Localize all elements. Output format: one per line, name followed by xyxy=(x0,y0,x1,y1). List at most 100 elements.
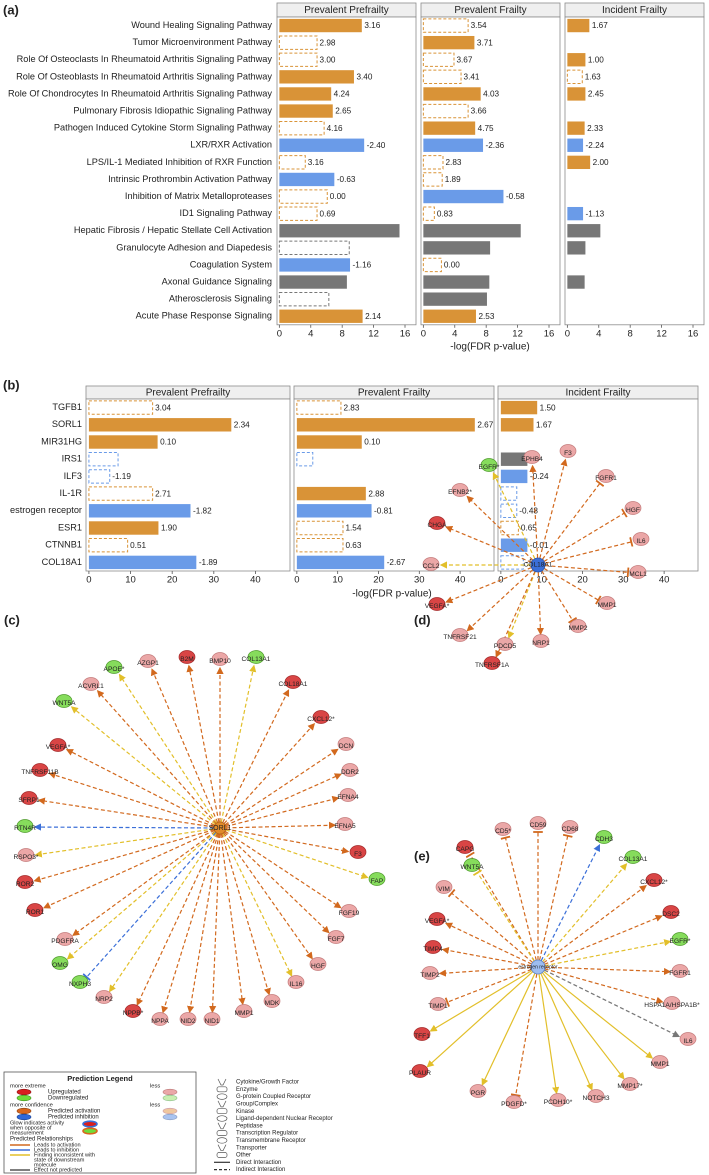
node xyxy=(621,1077,639,1091)
edge xyxy=(544,914,663,965)
bar xyxy=(423,309,476,323)
legend-swatch xyxy=(162,1113,178,1121)
edge xyxy=(223,831,330,934)
bar-label: 4.16 xyxy=(327,124,343,133)
node-label: DCN xyxy=(339,743,354,750)
bar xyxy=(296,400,342,415)
bar-label: 2.33 xyxy=(587,124,603,133)
edge xyxy=(37,797,215,828)
center-node xyxy=(530,557,546,573)
x-tick-label: 30 xyxy=(209,575,220,586)
bar xyxy=(567,275,585,289)
edge xyxy=(544,966,672,976)
bar xyxy=(423,87,481,101)
edge xyxy=(96,690,217,824)
legend-text: Predicted inhibition xyxy=(48,1115,99,1121)
node-label: PGR xyxy=(471,1090,486,1097)
legend-swatch xyxy=(16,1113,32,1121)
edge xyxy=(538,973,560,1095)
node-label: HSPA1A/HSPA1B* xyxy=(644,1002,700,1009)
legend-text: Kinase xyxy=(236,1109,255,1115)
bar-label: -1.13 xyxy=(586,209,605,218)
bar xyxy=(278,52,318,67)
bar xyxy=(296,486,366,501)
bar xyxy=(423,121,476,135)
category-label: ID1 Signaling Pathway xyxy=(180,208,273,218)
bar xyxy=(423,138,484,152)
bar xyxy=(278,189,328,204)
node-label: CD68 xyxy=(562,826,579,833)
legend-text: Glow indicates activity xyxy=(10,1120,64,1126)
node xyxy=(31,763,49,777)
node-label: CD5* xyxy=(495,828,511,835)
edge xyxy=(223,832,313,960)
node xyxy=(662,905,680,919)
node xyxy=(451,483,469,497)
node xyxy=(411,1064,429,1078)
legend-text: Downregulated xyxy=(48,1096,88,1102)
bar-label: -2.24 xyxy=(586,141,605,150)
bar-label: 3.04 xyxy=(155,403,171,412)
edge xyxy=(544,968,664,1004)
bar-label: 0.10 xyxy=(364,438,380,447)
node-label: PCDH10* xyxy=(544,1099,573,1106)
bar-label: -1.16 xyxy=(353,261,372,270)
x-tick-label: 40 xyxy=(659,575,670,586)
bar xyxy=(567,224,601,238)
node-label: ROR1 xyxy=(26,909,45,916)
facet-title: Prevalent Prefrailty xyxy=(304,5,388,16)
bar xyxy=(296,537,344,553)
shape-icon xyxy=(217,1122,227,1130)
node xyxy=(17,848,35,862)
category-label: Wound Healing Signaling Pathway xyxy=(131,20,272,30)
node xyxy=(337,737,355,751)
node xyxy=(327,930,345,944)
bar-label: 2.14 xyxy=(365,312,381,321)
bar xyxy=(500,469,528,484)
bar-label: 2.34 xyxy=(234,420,250,429)
node xyxy=(629,565,647,579)
edge xyxy=(543,567,602,605)
x-tick-label: 16 xyxy=(544,329,555,340)
bar xyxy=(296,504,372,518)
x-tick-label: 40 xyxy=(455,575,466,586)
node-label: PDGFRA xyxy=(51,938,79,945)
bar xyxy=(88,400,154,415)
bar xyxy=(500,418,534,432)
node-label: COL13A1 xyxy=(619,856,648,863)
category-label: Hepatic Fibrosis / Hepatic Stellate Cell… xyxy=(74,225,272,235)
node xyxy=(428,597,446,611)
bar xyxy=(422,172,443,187)
legend-text: Leads to inhibition xyxy=(34,1147,79,1153)
bar-label: 3.16 xyxy=(308,158,324,167)
node xyxy=(422,557,440,571)
bar-label: 3.16 xyxy=(364,21,380,30)
x-tick-label: 4 xyxy=(308,329,313,340)
legend-text: Other xyxy=(236,1153,251,1159)
node xyxy=(494,822,512,836)
bar-label: 2.67 xyxy=(477,420,493,429)
bar-label: 3.71 xyxy=(477,38,493,47)
bar xyxy=(422,257,442,273)
node xyxy=(624,501,642,515)
bar-label: 0.83 xyxy=(437,209,453,218)
node xyxy=(559,444,577,458)
category-label: Inhibition of Matrix Metalloproteases xyxy=(125,191,272,201)
node xyxy=(139,654,157,668)
node xyxy=(71,975,89,989)
bar-label: -1.89 xyxy=(199,558,218,567)
category-label: Coagulation System xyxy=(190,259,273,269)
node xyxy=(340,904,358,918)
node-label: FGFR1 xyxy=(669,970,691,977)
bar xyxy=(279,70,354,84)
x-tick-label: 0 xyxy=(277,329,282,340)
edge xyxy=(66,831,216,960)
bar-label: 2.53 xyxy=(478,312,494,321)
bar-label: 1.67 xyxy=(536,420,552,429)
bar-label: -1.82 xyxy=(193,506,212,515)
edge xyxy=(544,537,634,564)
edge xyxy=(225,821,337,829)
x-tick-label: 8 xyxy=(340,329,345,340)
node xyxy=(263,994,281,1008)
